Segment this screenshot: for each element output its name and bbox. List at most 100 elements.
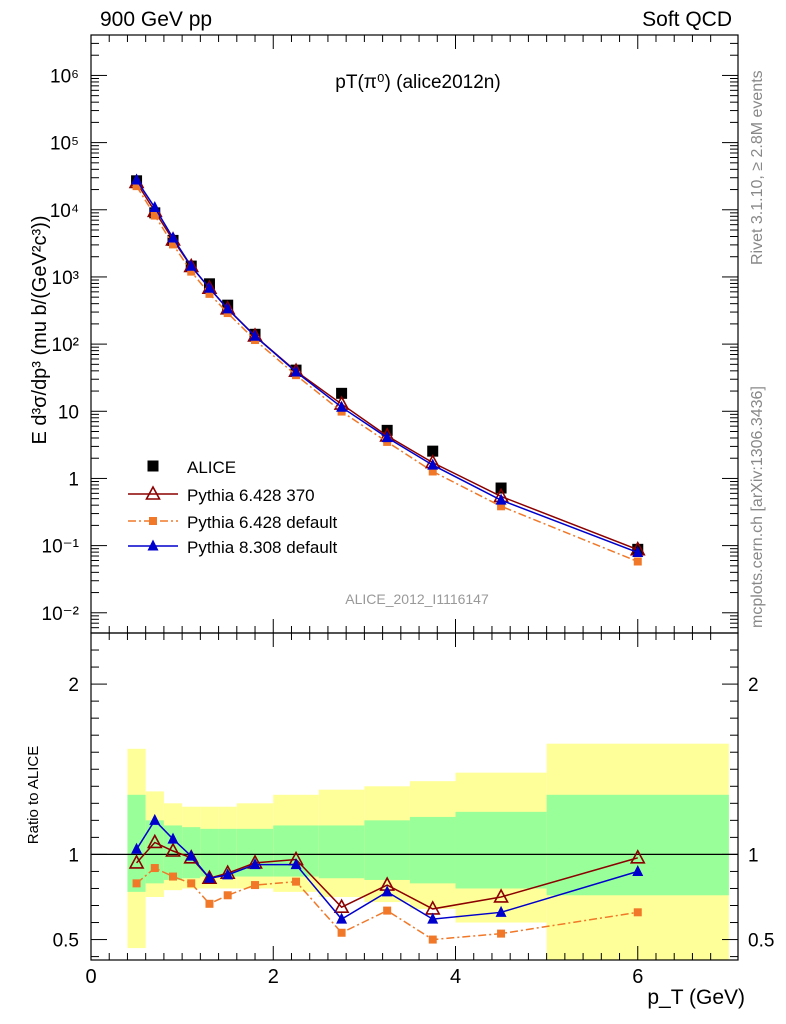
ratio-data-point bbox=[222, 868, 234, 880]
x-tick-label: 6 bbox=[632, 966, 643, 988]
main-data-point bbox=[249, 329, 261, 341]
ratio-data-point bbox=[493, 888, 509, 903]
main-y-tick-label: 10³ bbox=[52, 268, 79, 289]
ratio-data-point bbox=[150, 864, 159, 873]
ratio-data-point bbox=[633, 908, 642, 917]
main-y-tick-label: 10⁻¹ bbox=[42, 537, 80, 558]
ratio-data-point bbox=[629, 849, 646, 864]
ratio-data-point bbox=[187, 879, 196, 888]
main-y-tick-label: 1 bbox=[68, 469, 79, 490]
legend-label: Pythia 6.428 default bbox=[187, 513, 338, 532]
main-y-tick-label: 10⁵ bbox=[50, 134, 79, 155]
legend: ALICE Pythia 6.428 370 Pythia 6.428 defaul… bbox=[128, 458, 338, 557]
ratio-data-point bbox=[167, 832, 179, 844]
green-band-bin bbox=[455, 811, 547, 889]
ratio-data-point bbox=[223, 891, 232, 900]
legend-marker bbox=[147, 539, 159, 551]
ratio-data-point bbox=[132, 879, 141, 888]
plot-frames bbox=[90, 34, 739, 961]
x-tick-label: 0 bbox=[85, 966, 96, 988]
ratio-data-point bbox=[336, 912, 348, 924]
ratio-y-axis-label-text: Ratio to ALICE bbox=[25, 746, 42, 844]
main-data-point bbox=[495, 493, 507, 505]
ratio-data-point bbox=[383, 906, 392, 915]
legend-entry: ALICE bbox=[147, 458, 236, 477]
main-plot-title: pT(π⁰) (alice2012n) bbox=[335, 72, 500, 93]
main-data-point bbox=[336, 400, 348, 412]
main-data-point bbox=[290, 365, 302, 377]
main-series-line bbox=[135, 185, 639, 563]
ratio-data-point bbox=[381, 885, 393, 897]
main-data-point bbox=[203, 281, 215, 293]
ratio-series-1 bbox=[132, 864, 642, 944]
ratio-data-point bbox=[497, 929, 506, 938]
main-data-point bbox=[497, 502, 506, 511]
legend-marker bbox=[145, 485, 161, 500]
ratio-data-point bbox=[131, 842, 143, 854]
main-series-3 bbox=[131, 173, 644, 557]
main-data-point bbox=[185, 259, 197, 271]
green-band-bin bbox=[200, 828, 219, 877]
main-data-point bbox=[427, 445, 439, 457]
ratio-data-point bbox=[427, 912, 439, 924]
main-data-point bbox=[131, 173, 143, 185]
data-series bbox=[128, 173, 646, 944]
main-series-2 bbox=[132, 182, 642, 566]
main-data-point bbox=[427, 458, 439, 470]
legend-label: Pythia 6.428 370 bbox=[187, 486, 315, 505]
ratio-y-tick-label: 0.5 bbox=[53, 931, 79, 952]
main-data-point bbox=[167, 231, 179, 243]
main-y-tick-label: 10⁻² bbox=[42, 604, 80, 625]
legend-entry: Pythia 8.308 default bbox=[128, 538, 338, 557]
x-tick-label: 4 bbox=[450, 966, 461, 988]
legend-entry: Pythia 6.428 370 bbox=[128, 485, 315, 505]
ratio-series-2 bbox=[131, 813, 644, 924]
green-band-bin bbox=[218, 828, 237, 877]
green-band-bin bbox=[364, 820, 410, 880]
ratio-data-point bbox=[292, 877, 301, 886]
rivet-label: Rivet 3.1.10, ≥ 2.8M events bbox=[749, 70, 766, 265]
uncertainty-bands bbox=[91, 743, 738, 960]
green-band-bin bbox=[546, 794, 729, 896]
legend-marker bbox=[147, 460, 159, 472]
ratio-panel-frame bbox=[90, 632, 739, 961]
ratio-data-point bbox=[165, 842, 181, 857]
x-axis-label: p_T (GeV) bbox=[647, 986, 745, 1009]
analysis-watermark: ALICE_2012_I1116147 bbox=[345, 591, 489, 607]
ratio-y-axis-label: Ratio to ALICE bbox=[25, 746, 42, 844]
main-data-point bbox=[632, 545, 644, 557]
ratio-data-point bbox=[169, 872, 178, 881]
x-tick-label: 2 bbox=[268, 966, 279, 988]
main-data-point bbox=[169, 240, 178, 249]
ratio-y-tick-label: 1 bbox=[68, 845, 79, 866]
main-data-point bbox=[381, 431, 393, 443]
ratio-data-point bbox=[251, 881, 260, 890]
main-y-tick-label: 10 bbox=[58, 402, 79, 423]
legend-label: ALICE bbox=[187, 458, 236, 477]
main-y-axis-label-text: E d³σ/dp³ (mu b/(GeV²c³)) bbox=[29, 215, 51, 444]
main-data-point bbox=[633, 557, 642, 566]
ratio-data-point bbox=[128, 854, 145, 869]
green-band-bin bbox=[163, 825, 183, 880]
ratio-data-point bbox=[249, 858, 261, 870]
ratio-data-point bbox=[337, 928, 346, 937]
main-data-point bbox=[336, 387, 348, 399]
legend-marker bbox=[149, 517, 157, 525]
main-y-tick-label: 10⁴ bbox=[50, 201, 79, 222]
ratio-data-point bbox=[185, 849, 197, 861]
ratio-y-tick-label-right: 2 bbox=[748, 675, 759, 696]
ratio-data-point bbox=[205, 899, 214, 908]
main-data-point bbox=[428, 467, 437, 476]
main-data-point bbox=[150, 211, 159, 220]
legend-entry: Pythia 6.428 default bbox=[128, 513, 338, 532]
ratio-y-tick-label-right: 0.5 bbox=[748, 931, 774, 952]
main-data-point bbox=[132, 182, 141, 191]
main-data-point bbox=[187, 267, 196, 276]
legend-label: Pythia 8.308 default bbox=[187, 538, 338, 557]
main-data-point bbox=[205, 289, 214, 298]
main-y-tick-label: 10⁶ bbox=[50, 66, 79, 87]
green-band-bin bbox=[409, 816, 456, 884]
ratio-data-point bbox=[290, 858, 302, 870]
main-y-axis-label: E d³σ/dp³ (mu b/(GeV²c³)) bbox=[29, 215, 51, 444]
